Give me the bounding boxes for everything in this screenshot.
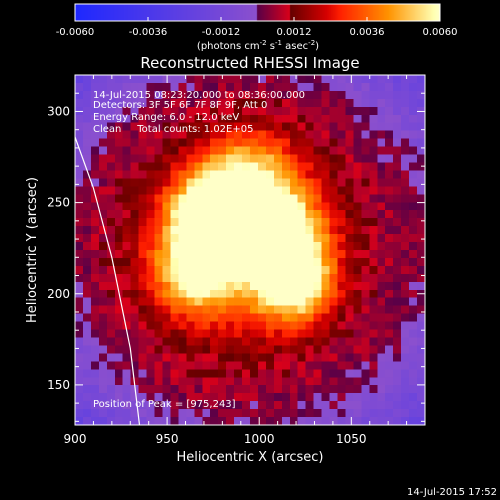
x-tick-label: 1000: [244, 432, 275, 446]
y-tick-label: 250: [47, 196, 70, 210]
colorbar-tick-label: 0.0012: [277, 27, 312, 38]
colorbar: -0.0060 -0.0036 -0.0012 0.0012 0.0036 0.0060 …: [56, 3, 458, 52]
chart-title: Reconstructed RHESSI Image: [140, 54, 359, 72]
y-tick-label: 200: [47, 287, 70, 301]
annotations: 14-Jul-2015 08:23:20.000 to 08:36:00.000…: [93, 90, 305, 410]
timestamp: 14-Jul-2015 17:52: [407, 487, 497, 498]
colorbar-tick-label: 0.0036: [350, 27, 385, 38]
colorbar-label: (photons cm-2 s-1 asec-2): [197, 39, 319, 52]
colorbar-ticks: -0.0060 -0.0036 -0.0012 0.0012 0.0036 0.0060: [56, 17, 458, 38]
annotation-energy: Energy Range: 6.0 - 12.0 keV: [93, 112, 239, 123]
colorbar-tick-label: -0.0012: [202, 27, 241, 38]
axis-ticks: 900 950 1000 1050 150 200 250 300: [47, 75, 425, 446]
y-axis-label: Heliocentric Y (arcsec): [25, 177, 40, 323]
colorbar-tick-label: 0.0060: [423, 27, 458, 38]
x-tick-label: 900: [64, 432, 87, 446]
y-tick-label: 150: [47, 378, 70, 392]
plot-frame: [74, 74, 426, 426]
heatmap-image: [75, 75, 425, 425]
solar-limb: [74, 136, 141, 426]
colorbar-gradient: [75, 4, 440, 21]
colorbar-tick-label: -0.0036: [129, 27, 168, 38]
colorbar-tick-label: -0.0060: [56, 27, 95, 38]
x-tick-label: 1050: [336, 432, 367, 446]
peak-label: Position of Peak = [975,243]: [93, 399, 236, 410]
x-axis-label: Heliocentric X (arcsec): [177, 450, 324, 465]
y-tick-label: 300: [47, 104, 70, 118]
x-tick-label: 950: [156, 432, 179, 446]
annotation-detectors: Detectors: 3F 5F 6F 7F 8F 9F, Att 0: [93, 100, 267, 111]
annotation-counts: Clean Total counts: 1.02E+05: [93, 124, 253, 135]
annotation-time: 14-Jul-2015 08:23:20.000 to 08:36:00.000: [93, 90, 305, 101]
